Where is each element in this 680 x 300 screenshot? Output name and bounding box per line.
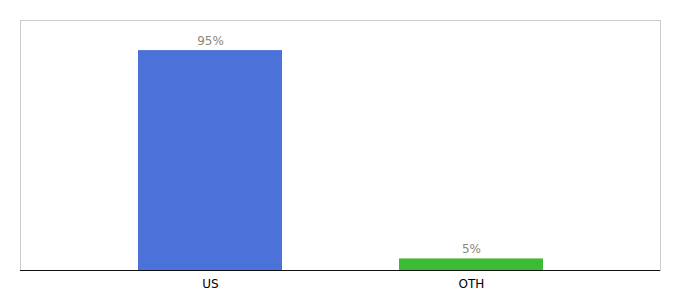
svg-text:OTH: OTH: [459, 277, 485, 291]
svg-text:95%: 95%: [197, 34, 224, 48]
svg-text:US: US: [202, 277, 218, 291]
svg-text:5%: 5%: [462, 242, 481, 256]
